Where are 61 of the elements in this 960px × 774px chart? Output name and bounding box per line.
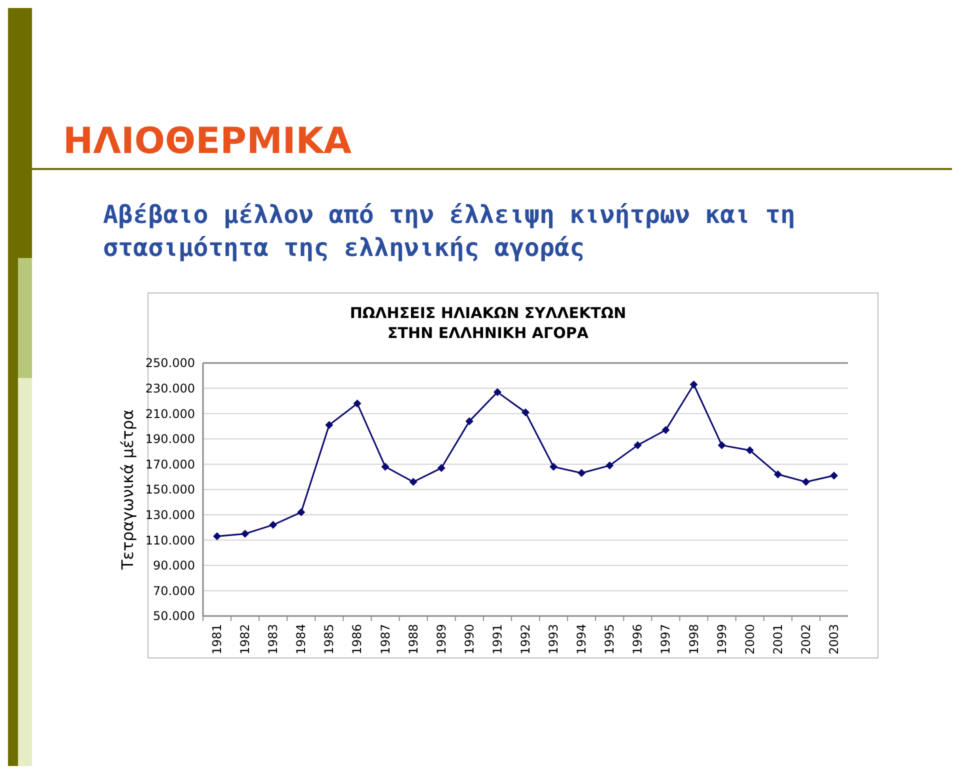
x-tick-label: 2001	[770, 624, 785, 655]
y-tick-label: 190.000	[145, 432, 195, 446]
point	[550, 462, 558, 471]
y-tick-label: 70.000	[153, 584, 195, 598]
x-tick-label: 1982	[238, 624, 252, 655]
x-tick-label: 1989	[434, 624, 448, 655]
y-axis-title: Τετραγωνικά μέτρα	[118, 409, 137, 571]
point	[437, 464, 446, 472]
point	[269, 520, 278, 529]
x-tick-label: 1993	[546, 624, 561, 655]
point	[522, 408, 530, 416]
x-tick-label: 1988	[406, 624, 420, 655]
point	[690, 380, 698, 389]
chart-title: ΗΛΙΟΘΕΡΜΙΚΑ	[63, 121, 352, 162]
point	[578, 469, 586, 478]
point	[213, 532, 222, 540]
y-tick-label: 110.000	[145, 533, 195, 548]
y-tick-label: 50.000	[153, 609, 195, 624]
point	[465, 417, 474, 426]
point	[746, 446, 754, 454]
point	[493, 388, 502, 396]
x-tick-label: 1987	[378, 624, 392, 655]
y-tick-label: 150.000	[145, 482, 195, 497]
y-tick-label: 90.000	[153, 558, 195, 573]
x-tick-label: 1990	[462, 624, 476, 655]
x-tick-label: 1995	[602, 624, 617, 655]
point	[774, 470, 782, 478]
y-tick-label: 250.000	[145, 356, 195, 370]
x-tick-label: 1996	[630, 624, 645, 655]
x-tick-label: 1985	[322, 624, 336, 655]
x-tick-label: 1984	[294, 624, 308, 655]
x-tick-label: 1999	[714, 624, 729, 655]
y-tick-label: 210.000	[145, 406, 195, 421]
x-tick-label: 2002	[798, 624, 813, 655]
x-tick-label: 1986	[350, 624, 364, 655]
point	[325, 420, 334, 429]
point	[634, 441, 642, 450]
point	[662, 426, 670, 434]
chart-subtitle: Αβέβαιο μέλλον από την έλλειψη κινήτρων και τη στασιμότητα της ελληνικής αγοράς	[103, 200, 796, 262]
point	[241, 530, 250, 538]
x-tick-label: 1981	[210, 624, 224, 655]
point	[606, 461, 614, 470]
point	[297, 508, 306, 516]
point	[409, 478, 418, 486]
text: ΠΩΛΗΣΕΙΣ ΗΛΙΑΚΩΝ ΣΥΛΛΕΚΤΩΝ ΣΤΗΝ ΕΛΛΗΝΙΚΗ ΑΓΟΡΑ	[350, 304, 626, 342]
x-tick-label: 2003	[826, 624, 841, 655]
x-tick-label: 1983	[266, 624, 280, 655]
point	[353, 399, 362, 408]
x-tick-label: 1994	[574, 624, 589, 655]
x-tick-label: 1992	[518, 624, 532, 655]
y-tick-label: 170.000	[145, 457, 195, 472]
y-tick-label: 230.000	[145, 382, 195, 396]
point	[718, 441, 726, 450]
point	[381, 462, 390, 471]
point	[802, 478, 810, 486]
x-tick-label: 1998	[686, 624, 701, 655]
point	[830, 472, 838, 480]
x-tick-label: 2000	[742, 624, 757, 655]
x-tick-label: 1991	[490, 624, 504, 655]
y-tick-label: 130.000	[145, 508, 195, 522]
x-tick-label: 1997	[658, 624, 673, 655]
